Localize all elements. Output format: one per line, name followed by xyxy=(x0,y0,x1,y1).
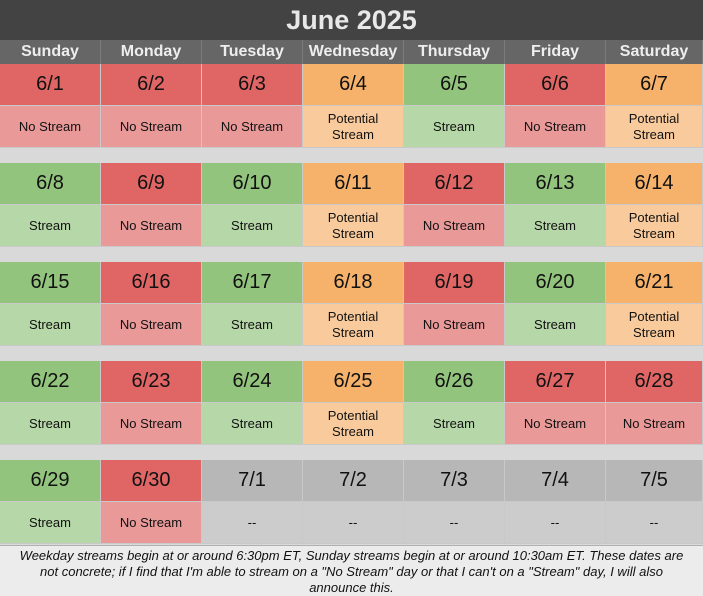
date-cell: 6/11 xyxy=(303,163,404,205)
date-cell: 6/5 xyxy=(404,64,505,106)
date-cell: 6/4 xyxy=(303,64,404,106)
stream-status-cell: Stream xyxy=(0,403,101,445)
date-cell: 6/20 xyxy=(505,262,606,304)
stream-status-cell: Stream xyxy=(505,304,606,346)
date-cell: 6/30 xyxy=(101,460,202,502)
stream-status-cell: No Stream xyxy=(101,502,202,544)
stream-status-cell: No Stream xyxy=(505,106,606,148)
stream-status-cell: Potential Stream xyxy=(303,304,404,346)
date-cell: 6/15 xyxy=(0,262,101,304)
stream-status-cell: Stream xyxy=(0,205,101,247)
date-cell: 6/12 xyxy=(404,163,505,205)
stream-status-cell: -- xyxy=(606,502,703,544)
stream-status-cell: No Stream xyxy=(202,106,303,148)
stream-status-cell: No Stream xyxy=(404,205,505,247)
stream-status-cell: Potential Stream xyxy=(303,403,404,445)
stream-status-cell: Stream xyxy=(505,205,606,247)
stream-status-cell: Potential Stream xyxy=(303,205,404,247)
stream-status-cell: Stream xyxy=(404,403,505,445)
date-cell: 6/23 xyxy=(101,361,202,403)
stream-status-cell: Stream xyxy=(0,502,101,544)
stream-status-cell: No Stream xyxy=(0,106,101,148)
stream-status-cell: Potential Stream xyxy=(606,304,703,346)
date-cell: 6/22 xyxy=(0,361,101,403)
date-cell: 7/3 xyxy=(404,460,505,502)
date-cell: 6/7 xyxy=(606,64,703,106)
date-cell: 6/16 xyxy=(101,262,202,304)
stream-status-cell: No Stream xyxy=(101,304,202,346)
day-header-friday: Friday xyxy=(505,40,606,64)
stream-status-cell: Potential Stream xyxy=(606,205,703,247)
stream-status-cell: No Stream xyxy=(404,304,505,346)
date-cell: 6/10 xyxy=(202,163,303,205)
date-cell: 6/28 xyxy=(606,361,703,403)
date-cell: 6/18 xyxy=(303,262,404,304)
stream-status-cell: -- xyxy=(404,502,505,544)
stream-status-cell: -- xyxy=(202,502,303,544)
stream-status-cell: Stream xyxy=(202,304,303,346)
day-header-sunday: Sunday xyxy=(0,40,101,64)
date-cell: 6/3 xyxy=(202,64,303,106)
day-header-monday: Monday xyxy=(101,40,202,64)
stream-status-cell: No Stream xyxy=(101,106,202,148)
date-cell: 6/29 xyxy=(0,460,101,502)
date-cell: 6/1 xyxy=(0,64,101,106)
date-cell: 6/21 xyxy=(606,262,703,304)
stream-status-cell: No Stream xyxy=(101,403,202,445)
date-cell: 6/9 xyxy=(101,163,202,205)
stream-status-cell: -- xyxy=(303,502,404,544)
date-cell: 6/13 xyxy=(505,163,606,205)
stream-status-cell: Stream xyxy=(404,106,505,148)
stream-status-cell: Stream xyxy=(202,205,303,247)
calendar-title: June 2025 xyxy=(0,0,703,40)
stream-status-cell: No Stream xyxy=(505,403,606,445)
day-header-saturday: Saturday xyxy=(606,40,703,64)
day-header-wednesday: Wednesday xyxy=(303,40,404,64)
date-cell: 6/14 xyxy=(606,163,703,205)
stream-status-cell: No Stream xyxy=(606,403,703,445)
date-cell: 6/26 xyxy=(404,361,505,403)
stream-status-cell: -- xyxy=(505,502,606,544)
date-cell: 6/19 xyxy=(404,262,505,304)
schedule-note: Weekday streams begin at or around 6:30p… xyxy=(0,545,703,596)
date-cell: 7/1 xyxy=(202,460,303,502)
stream-status-cell: No Stream xyxy=(101,205,202,247)
date-cell: 6/25 xyxy=(303,361,404,403)
date-cell: 7/5 xyxy=(606,460,703,502)
date-cell: 6/8 xyxy=(0,163,101,205)
stream-status-cell: Potential Stream xyxy=(606,106,703,148)
date-cell: 6/27 xyxy=(505,361,606,403)
date-cell: 6/2 xyxy=(101,64,202,106)
day-header-tuesday: Tuesday xyxy=(202,40,303,64)
stream-status-cell: Stream xyxy=(202,403,303,445)
date-cell: 7/4 xyxy=(505,460,606,502)
date-cell: 6/6 xyxy=(505,64,606,106)
date-cell: 6/17 xyxy=(202,262,303,304)
day-header-thursday: Thursday xyxy=(404,40,505,64)
stream-status-cell: Potential Stream xyxy=(303,106,404,148)
date-cell: 7/2 xyxy=(303,460,404,502)
date-cell: 6/24 xyxy=(202,361,303,403)
stream-status-cell: Stream xyxy=(0,304,101,346)
